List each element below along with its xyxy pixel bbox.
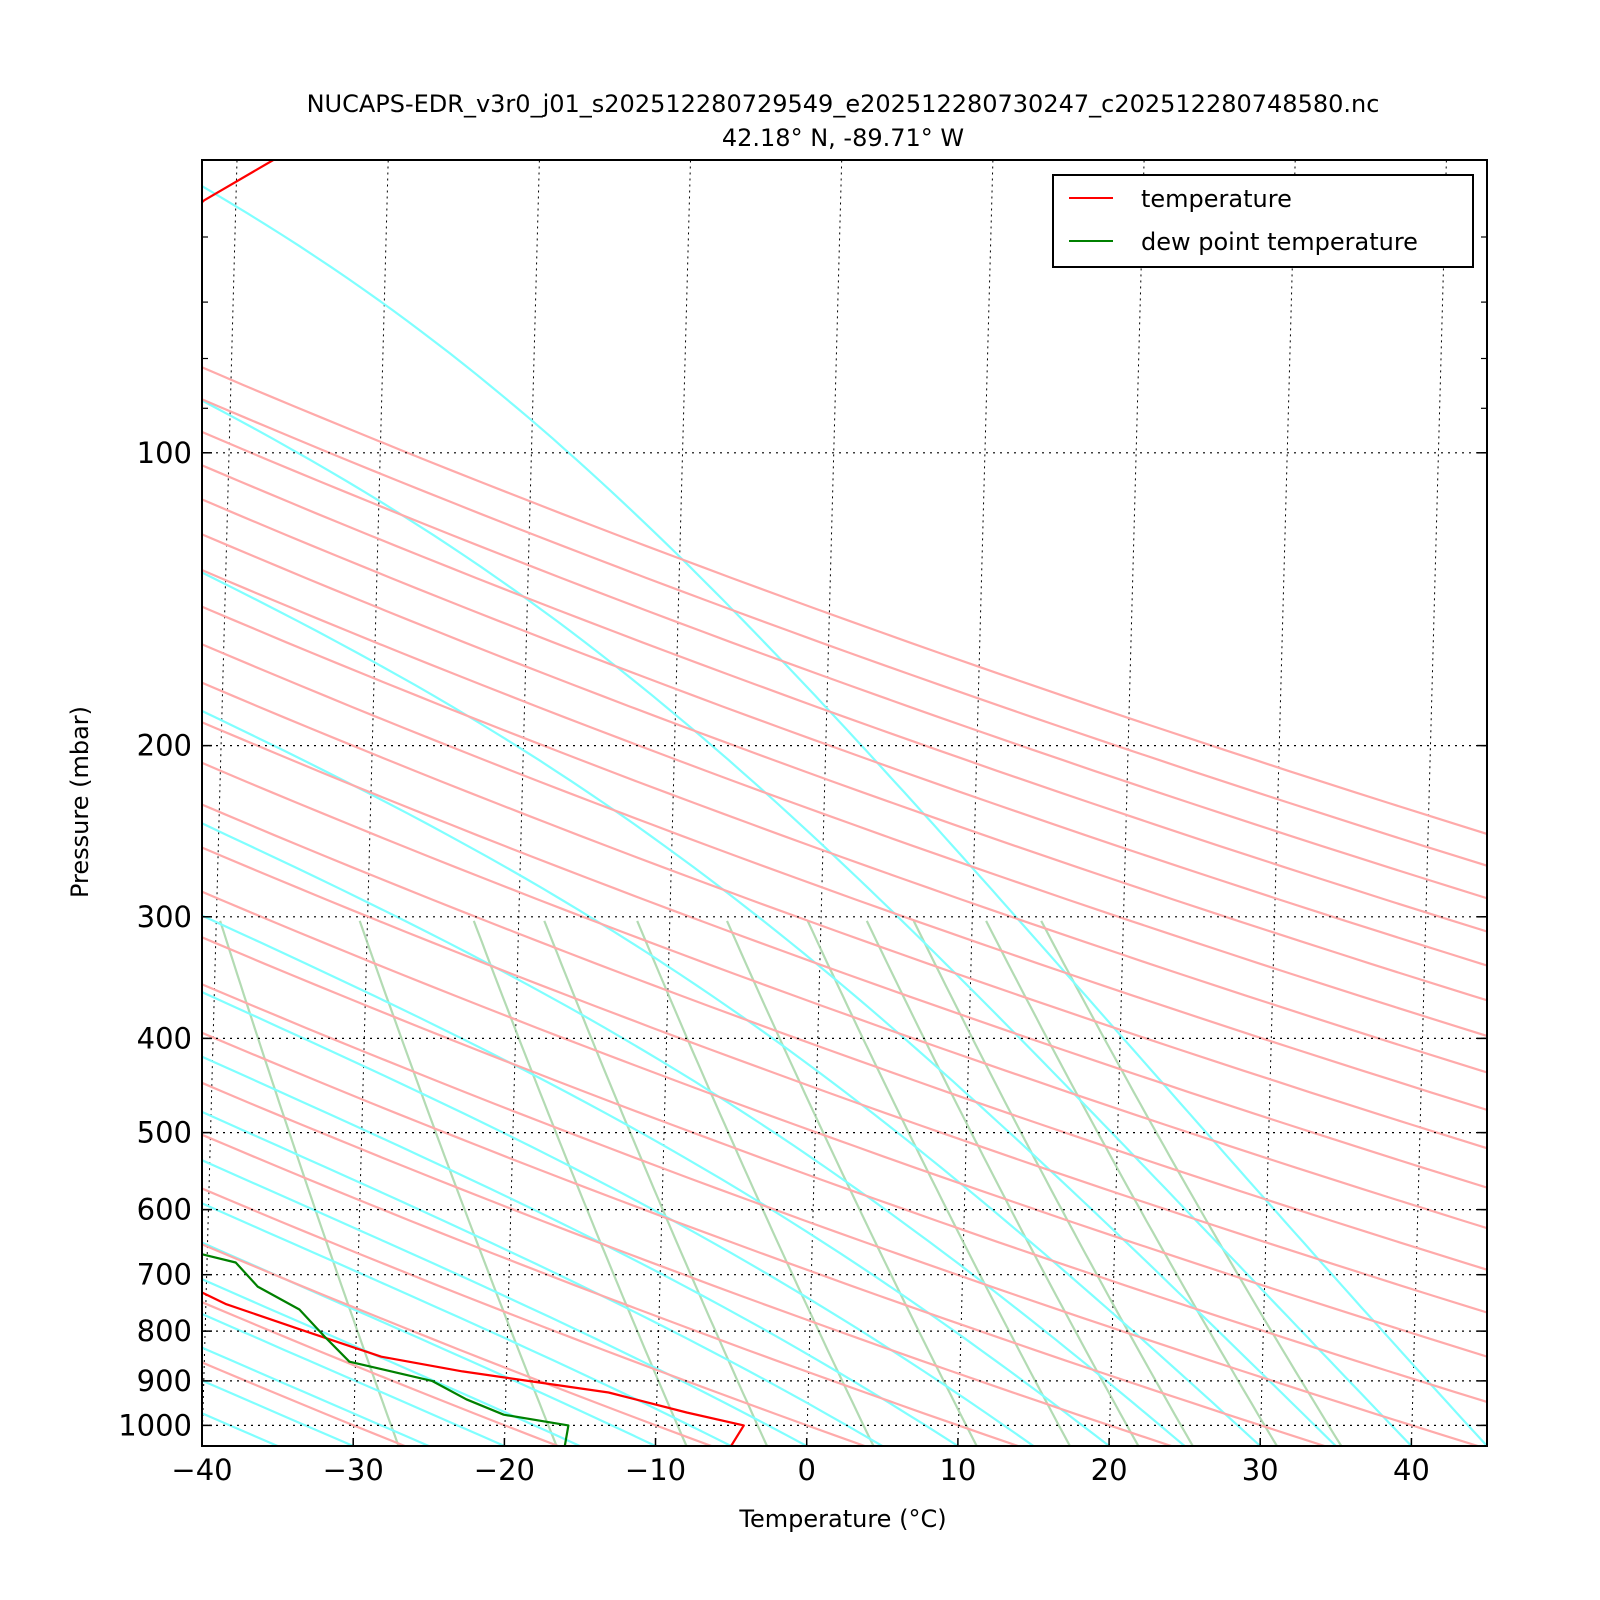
moist-adiabat-line — [0, 160, 126, 1446]
dry-adiabat-line — [202, 983, 1479, 1446]
moist-adiabat-line — [202, 1110, 883, 1446]
dry-adiabat-line — [202, 568, 1487, 1038]
dry-adiabat-line — [202, 1031, 1325, 1446]
mixing-ratio-line — [912, 920, 1194, 1446]
y-tick-label: 100 — [137, 436, 192, 470]
dry-adiabat-line — [202, 761, 1487, 1230]
axis-ticks: −40 −30 −20 −10 0 10 20 30 40 100 200 300 400 500 600 7… — [118, 236, 1487, 1487]
isotherm-line — [655, 160, 691, 1446]
x-tick-label: −20 — [474, 1453, 535, 1487]
y-tick-label: 700 — [137, 1258, 192, 1292]
dry-adiabat-line — [202, 681, 1487, 1150]
y-tick-label: 200 — [137, 729, 192, 763]
chart-subtitle: 42.18° N, -89.71° W — [722, 124, 964, 152]
x-tick-label: 40 — [1393, 1453, 1430, 1487]
mixing-ratio-line — [1040, 920, 1343, 1446]
dry-adiabat-line — [202, 533, 1487, 1002]
dry-adiabat-line — [202, 936, 1487, 1404]
dry-adiabat-line — [202, 366, 1487, 836]
background-lines — [0, 160, 1598, 1446]
dry-adiabat-line — [202, 464, 1487, 933]
moist-adiabat-line — [202, 1346, 430, 1446]
moist-adiabat-line — [202, 399, 1413, 1446]
x-tick-label: −30 — [323, 1453, 384, 1487]
chart-title: NUCAPS-EDR_v3r0_j01_s202512280729549_e20… — [307, 90, 1380, 118]
dry-adiabat-line — [202, 643, 1487, 1112]
dry-adiabat-line — [202, 890, 1487, 1358]
mixing-ratio-line — [543, 920, 769, 1446]
y-tick-label: 1000 — [118, 1408, 192, 1442]
mixing-ratio-line — [358, 920, 558, 1446]
moist-adiabat-line — [202, 1444, 203, 1446]
y-tick-label: 400 — [137, 1021, 192, 1055]
legend: temperature dew point temperature — [1052, 174, 1474, 268]
moist-adiabat-line — [202, 571, 1337, 1446]
x-axis-label: Temperature (°C) — [738, 1505, 946, 1533]
moist-adiabat-line — [202, 990, 1035, 1446]
dry-adiabat-line — [202, 1187, 866, 1446]
dewpoint-line — [202, 1253, 570, 1446]
y-tick-label: 300 — [137, 900, 192, 934]
isotherm-line — [957, 160, 994, 1446]
mixing-ratio-line — [636, 920, 875, 1446]
dry-adiabat-line — [202, 398, 1487, 867]
legend-label-temperature: temperature — [1141, 185, 1292, 213]
dry-adiabat-line — [202, 605, 1487, 1074]
y-tick-label: 500 — [137, 1116, 192, 1150]
moist-adiabat-line — [0, 160, 51, 1446]
isotherm-line — [202, 160, 238, 1446]
moist-adiabat-line — [202, 914, 1110, 1446]
isotherm-line — [1410, 160, 1447, 1446]
legend-box — [1052, 174, 1474, 268]
x-tick-label: −40 — [171, 1453, 232, 1487]
temperature-line — [202, 160, 745, 1446]
dry-adiabat-line — [202, 721, 1487, 1189]
y-tick-label: 900 — [137, 1364, 192, 1398]
isotherm-line — [806, 160, 843, 1446]
isotherm-line — [1563, 160, 1598, 1446]
dry-adiabat-line — [202, 846, 1487, 1314]
y-tick-label: 600 — [137, 1193, 192, 1227]
y-axis-label: Pressure (mbar) — [66, 706, 94, 898]
dry-adiabat-line — [202, 803, 1487, 1271]
x-tick-label: 30 — [1242, 1453, 1279, 1487]
moist-adiabat-line — [202, 709, 1261, 1446]
mixing-ratio-line — [865, 920, 1140, 1446]
dry-adiabat-line — [202, 430, 1487, 900]
x-tick-label: 0 — [797, 1453, 815, 1487]
x-tick-label: 10 — [939, 1453, 976, 1487]
dry-adiabat-line — [202, 1081, 1172, 1446]
moist-adiabat-line — [202, 184, 1487, 1446]
isotherm-line — [1108, 160, 1145, 1446]
mixing-ratio-line — [219, 920, 400, 1446]
moist-adiabat-line — [202, 1202, 732, 1446]
series-lines — [202, 160, 745, 1446]
legend-label-dewpoint: dew point temperature — [1141, 228, 1418, 256]
moist-adiabat-line — [202, 1159, 808, 1446]
dry-adiabat-line — [202, 1133, 1019, 1446]
dry-adiabat-line — [202, 498, 1487, 967]
x-tick-label: 20 — [1091, 1453, 1128, 1487]
moist-adiabat-line — [202, 1055, 959, 1446]
moist-adiabat-line — [202, 822, 1186, 1446]
isotherm-line — [503, 160, 540, 1446]
mixing-ratio-line — [985, 920, 1278, 1446]
moist-adiabat-line — [202, 1412, 279, 1446]
plot-frame — [201, 159, 1488, 1447]
isotherm-line — [352, 160, 389, 1446]
isotherm-line — [1259, 160, 1296, 1446]
moist-adiabat-line — [202, 1241, 656, 1446]
y-tick-label: 800 — [137, 1314, 192, 1348]
x-tick-label: −10 — [625, 1453, 686, 1487]
mixing-ratio-line — [806, 920, 1071, 1446]
